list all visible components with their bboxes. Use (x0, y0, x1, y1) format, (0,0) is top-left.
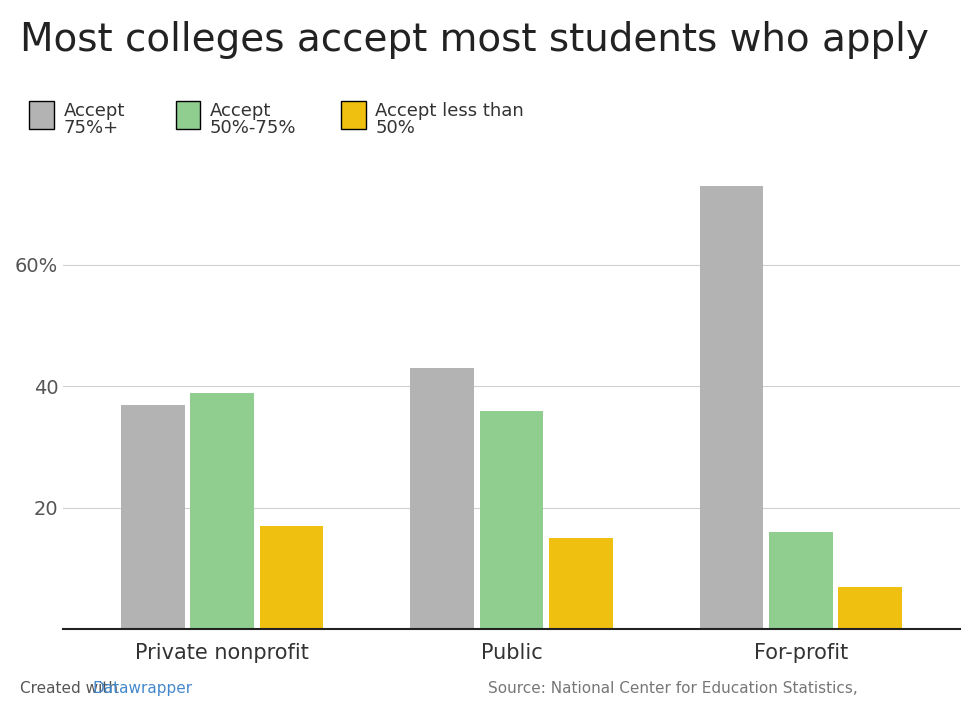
Text: Created with: Created with (20, 681, 123, 696)
Bar (700, 186, 763, 630)
Text: 75%+: 75%+ (63, 119, 119, 137)
Text: 50%: 50% (375, 119, 415, 137)
Text: Accept: Accept (210, 102, 271, 120)
Text: Accept: Accept (63, 102, 125, 120)
Bar (838, 587, 902, 630)
Text: Accept less than: Accept less than (375, 102, 525, 120)
Bar (410, 368, 474, 630)
Bar (260, 526, 324, 630)
Text: 50%-75%: 50%-75% (210, 119, 296, 137)
Bar (769, 532, 833, 630)
Text: Most colleges accept most students who apply: Most colleges accept most students who a… (20, 21, 928, 59)
Bar (480, 411, 543, 630)
Bar (121, 405, 184, 630)
Bar (190, 393, 254, 630)
Text: Datawrapper: Datawrapper (93, 681, 193, 696)
Text: Source: National Center for Education Statistics,: Source: National Center for Education St… (488, 681, 857, 696)
Bar (549, 538, 613, 630)
